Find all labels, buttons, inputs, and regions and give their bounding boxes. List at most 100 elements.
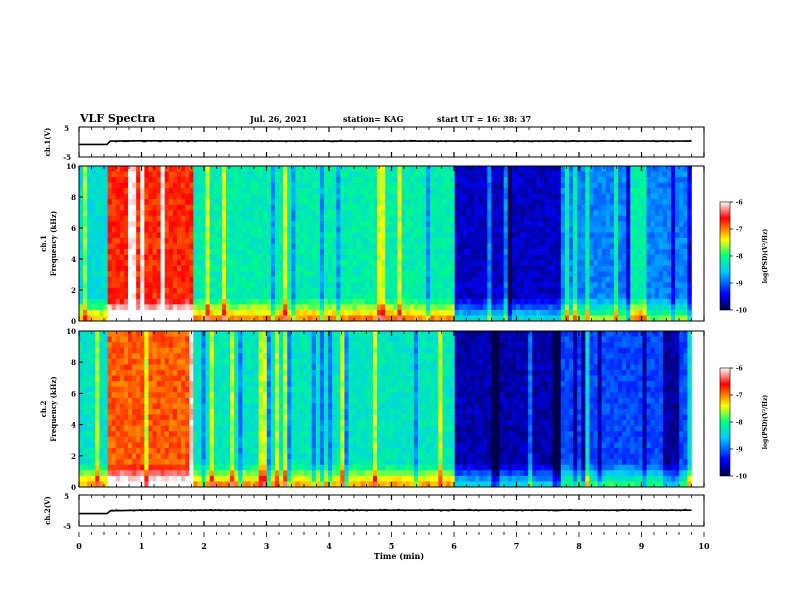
spectrogram-cell <box>385 298 390 305</box>
spectrogram-cell <box>524 282 529 289</box>
spectrogram-cell <box>95 265 100 272</box>
spectrogram-cell <box>393 237 398 244</box>
spectrogram-cell <box>258 265 264 272</box>
spectrogram-cell <box>205 166 210 172</box>
spectrogram-cell <box>434 282 439 289</box>
spectrogram-cell <box>209 265 215 272</box>
spectrogram-cell <box>409 232 415 239</box>
spectrogram-cell <box>193 182 198 189</box>
spectrogram-cell <box>111 453 117 460</box>
spectrogram-cell <box>650 243 656 250</box>
spectrogram-cell <box>262 271 268 278</box>
spectrogram-cell <box>589 287 594 294</box>
spectrogram-cell <box>630 237 635 244</box>
spectrogram-cell <box>503 293 509 300</box>
spectrogram-cell <box>234 210 239 217</box>
spectrogram-cell <box>487 166 492 172</box>
spectrogram-cell <box>238 265 243 272</box>
spectrogram-cell <box>279 188 284 194</box>
spectrogram-cell <box>675 204 680 211</box>
spectrogram-cell <box>79 204 84 211</box>
spectrogram-cell <box>528 188 533 194</box>
spectrogram-cell <box>475 282 480 289</box>
spectrogram-cell <box>164 315 170 322</box>
spectrogram-cell <box>548 171 553 178</box>
spectrogram-cell <box>426 188 431 194</box>
spectrogram-cell <box>209 215 215 222</box>
spectrogram-cell <box>377 243 382 250</box>
spectrogram-cell <box>348 166 353 172</box>
spectrogram-cell <box>487 226 492 233</box>
spectrogram-cell <box>532 287 537 294</box>
spectrogram-cell <box>234 276 239 283</box>
spectrogram-cell <box>630 204 635 211</box>
spectrogram-cell <box>499 254 504 261</box>
spectrogram-cell <box>679 309 684 316</box>
spectrogram-cell <box>401 271 406 278</box>
spectrogram-cell <box>618 193 623 200</box>
spectrogram-ytick: 0 <box>71 317 76 326</box>
spectrogram-cell <box>507 193 513 200</box>
spectrogram-cell <box>536 221 541 228</box>
spectrogram-cell <box>279 226 284 233</box>
spectrogram-cell <box>671 309 676 316</box>
spectrogram-cell <box>658 249 664 255</box>
spectrogram-cell <box>434 254 439 261</box>
spectrogram-cell <box>115 315 121 322</box>
spectrogram-cell <box>560 177 566 183</box>
spectrogram-cell <box>479 304 484 311</box>
spectrogram-cell <box>185 199 190 206</box>
spectrogram-cell <box>185 204 190 211</box>
spectrogram-cell <box>491 282 496 289</box>
spectrogram-cell <box>148 386 153 393</box>
spectrogram-cell <box>238 221 243 228</box>
spectrogram-cell <box>270 315 276 322</box>
spectrogram-cell <box>503 171 509 178</box>
spectrogram-cell <box>373 237 378 244</box>
spectrogram-cell <box>577 199 582 206</box>
spectrogram-cell <box>679 287 684 294</box>
spectrogram-cell <box>389 215 394 222</box>
spectrogram-cell <box>270 254 276 261</box>
spectrogram-cell <box>107 260 112 266</box>
spectrogram-cell <box>99 249 104 255</box>
spectrogram-cell <box>511 309 517 316</box>
spectrogram-cell <box>585 298 590 305</box>
spectrogram-cell <box>111 425 117 432</box>
spectrogram-cell <box>446 199 451 206</box>
spectrogram-cell <box>638 243 643 250</box>
spectrogram-cell <box>662 182 668 189</box>
spectrogram-cell <box>401 193 406 200</box>
spectrogram-cell <box>95 431 100 438</box>
spectrogram-cell <box>115 221 121 228</box>
spectrogram-cell <box>132 271 137 278</box>
spectrogram-cell <box>83 265 88 272</box>
spectrogram-cell <box>475 249 480 255</box>
spectrogram-cell <box>409 282 415 289</box>
spectrogram-cell <box>311 260 317 266</box>
spectrogram-cell <box>487 260 492 266</box>
spectrogram-cell <box>479 260 484 266</box>
spectrogram-cell <box>262 254 268 261</box>
spectrogram-cell <box>258 177 264 183</box>
spectrogram-cell <box>197 265 202 272</box>
spectrogram-cell <box>91 397 96 404</box>
spectrogram-cell <box>152 409 157 415</box>
spectrogram-cell <box>626 237 631 244</box>
spectrogram-cell <box>646 182 651 189</box>
spectrogram-cell <box>262 298 268 305</box>
spectrogram-cell <box>234 171 239 178</box>
spectrogram-cell <box>217 260 223 266</box>
spectrogram-cell <box>475 166 480 172</box>
spectrogram-cell <box>270 309 276 316</box>
spectrogram-cell <box>422 193 427 200</box>
spectrogram-cell <box>148 199 153 206</box>
spectrogram-cell <box>156 431 161 438</box>
spectrogram-cell <box>238 298 243 305</box>
spectrogram-cell <box>319 237 325 244</box>
spectrogram-cell <box>319 221 325 228</box>
spectrogram-cell <box>128 370 133 376</box>
spectrogram-cell <box>246 243 251 250</box>
spectrogram-cell <box>495 249 500 255</box>
spectrogram-cell <box>119 315 125 322</box>
